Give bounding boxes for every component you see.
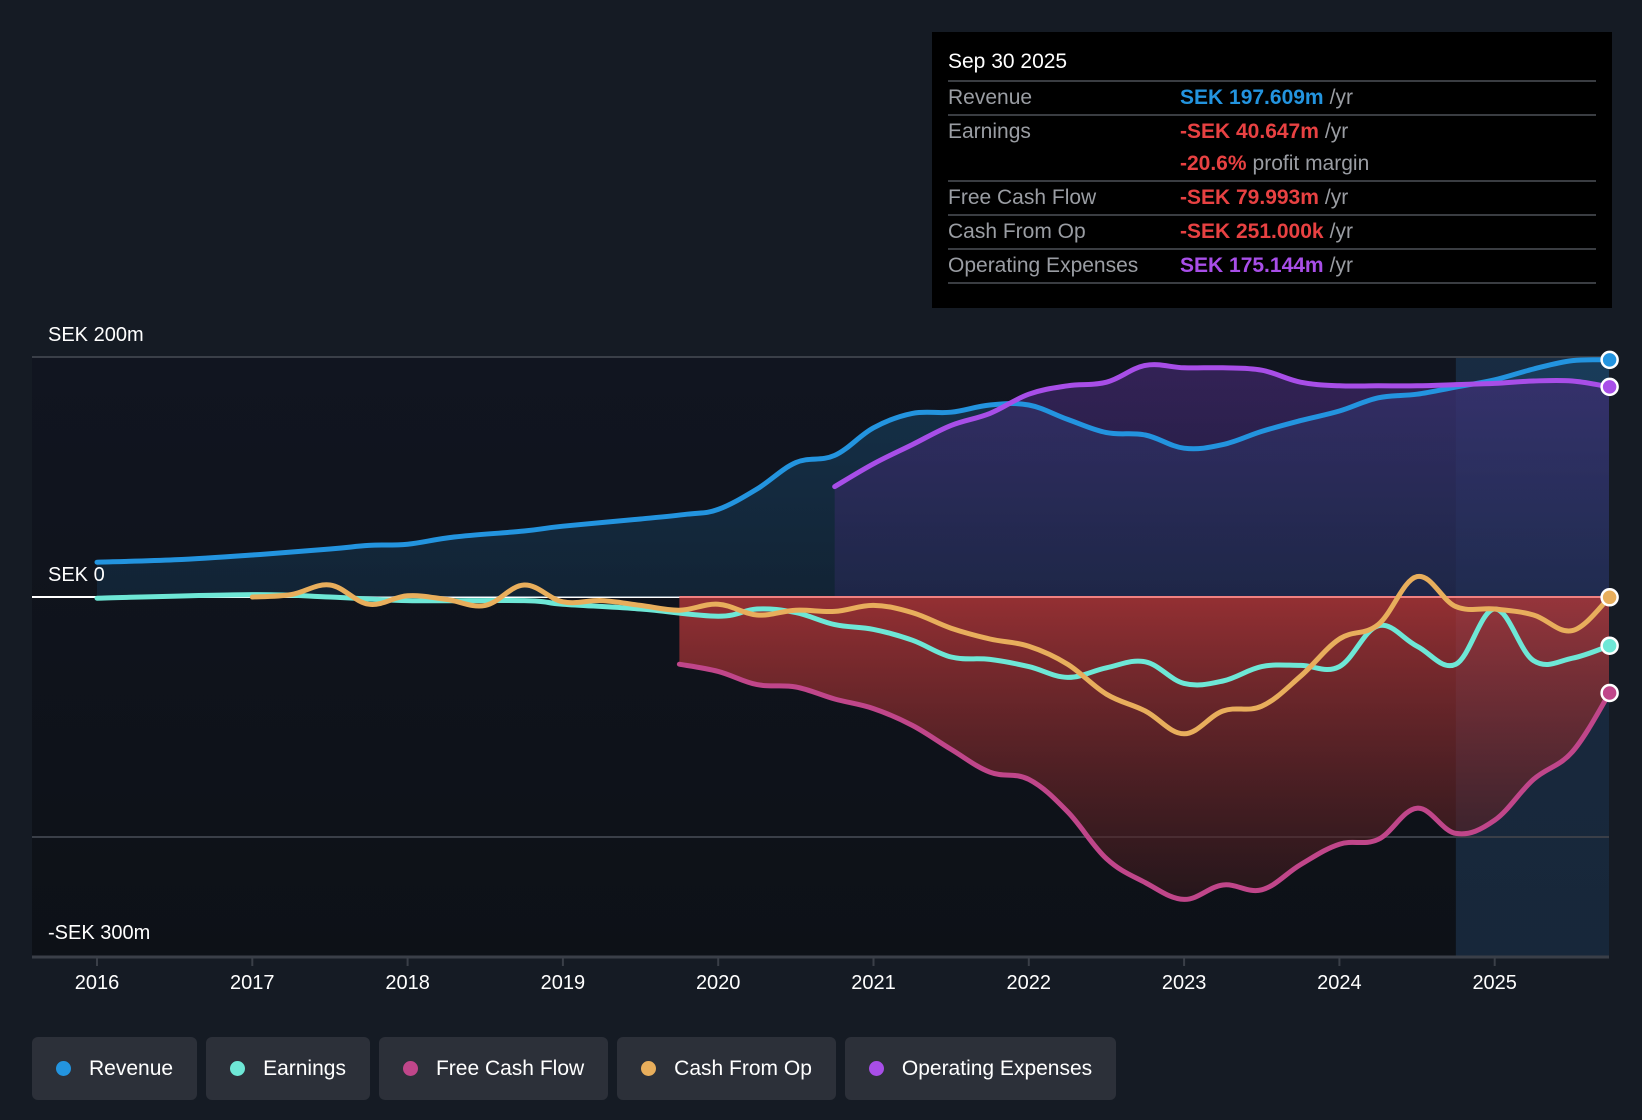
tooltip: Sep 30 2025 Revenue SEK 197.609m/yr Earnin… (932, 32, 1612, 308)
x-tick-label: 2017 (230, 972, 275, 994)
tooltip-row-label: Cash From Op (948, 220, 1086, 243)
tooltip-row-value: -SEK 251.000k (1180, 220, 1324, 243)
cash-from-op-end-point[interactable] (1600, 588, 1619, 607)
legend: Revenue Earnings Free Cash Flow Cash From O… (32, 1037, 1117, 1100)
opex-area (834, 364, 1609, 597)
legend-dot-icon (868, 1061, 884, 1076)
tooltip-row-label: Revenue (948, 86, 1033, 109)
legend-dot-icon (56, 1061, 71, 1076)
chart: SEK 200m SEK 0 -SEK 300m 2016 2017 2018 2019 20… (32, 324, 1619, 994)
operating-expenses-line (832, 362, 1609, 490)
legend-dot-icon (230, 1061, 246, 1076)
x-tick-label: 2022 (1007, 972, 1052, 994)
tooltip-row-suffix: /yr (1329, 220, 1353, 243)
y-tick-label: SEK 0 (48, 564, 105, 586)
tooltip-row-value: -20.6% (1180, 152, 1247, 175)
legend-label: Free Cash Flow (435, 1056, 585, 1080)
tooltip-row-suffix: profit margin (1252, 152, 1370, 175)
free-cash-flow-end-point[interactable] (1600, 683, 1619, 703)
tooltip-date: Sep 30 2025 (948, 50, 1068, 73)
x-tick-label: 2016 (75, 972, 120, 994)
operating-expenses-end-point[interactable] (1600, 377, 1619, 397)
tooltip-row-label: Free Cash Flow (948, 186, 1097, 209)
free-cash-flow-line (676, 661, 1609, 902)
cash-from-op-line (249, 574, 1609, 737)
tooltip-row-label (948, 148, 1180, 180)
legend-label: Operating Expenses (901, 1056, 1093, 1080)
legend-label: Earnings (263, 1056, 346, 1080)
legend-item-cash-from-op[interactable]: Cash From Op (617, 1037, 836, 1100)
legend-label: Revenue (89, 1056, 174, 1080)
y-tick-label: SEK 200m (48, 324, 144, 346)
tooltip-row-value: -SEK 79.993m (1180, 186, 1319, 209)
x-tick-label: 2025 (1472, 972, 1517, 994)
legend-item-operating-expenses[interactable]: Operating Expenses (844, 1037, 1117, 1100)
tooltip-row-suffix: /yr (1329, 254, 1353, 277)
x-tick-label: 2020 (696, 972, 741, 994)
tooltip-row-value: -SEK 40.647m (1180, 120, 1319, 143)
legend-item-revenue[interactable]: Revenue (32, 1037, 198, 1100)
tooltip-row: Free Cash Flow -SEK 79.993m/yr (948, 180, 1596, 214)
legend-item-earnings[interactable]: Earnings (206, 1037, 370, 1100)
x-tick-label: 2023 (1162, 972, 1207, 994)
tooltip-row-value: SEK 175.144m (1180, 254, 1324, 277)
earnings-line (94, 592, 1609, 688)
tooltip-row-suffix: /yr (1329, 86, 1353, 109)
tooltip-row: Revenue SEK 197.609m/yr (948, 80, 1596, 114)
tooltip-row-value: SEK 197.609m (1180, 86, 1324, 109)
earnings-end-point[interactable] (1600, 636, 1619, 655)
x-tick-label: 2024 (1317, 972, 1362, 994)
tooltip-row-label: Earnings (948, 120, 1031, 143)
revenue-line (94, 357, 1609, 565)
legend-dot-icon (402, 1061, 418, 1076)
x-tick-label: 2021 (851, 972, 896, 994)
x-tick-label: 2018 (385, 972, 430, 994)
legend-label: Cash From Op (674, 1056, 812, 1080)
tooltip-row-suffix: /yr (1324, 186, 1349, 209)
tooltip-row: Cash From Op -SEK 251.000k/yr (948, 214, 1596, 248)
x-tick-label: 2019 (541, 972, 586, 994)
tooltip-row: -20.6% profit margin (948, 148, 1596, 180)
tooltip-row-label: Operating Expenses (948, 254, 1139, 277)
tooltip-row: Operating Expenses SEK 175.144m/yr (948, 248, 1596, 284)
tooltip-row: Earnings -SEK 40.647m/yr (948, 114, 1596, 148)
legend-dot-icon (641, 1061, 657, 1076)
revenue-end-point[interactable] (1600, 350, 1619, 370)
tooltip-row-suffix: /yr (1324, 120, 1349, 143)
legend-item-free-cash-flow[interactable]: Free Cash Flow (378, 1037, 609, 1100)
negative-cashflow-area (679, 597, 1609, 900)
y-tick-label: -SEK 300m (48, 922, 150, 944)
